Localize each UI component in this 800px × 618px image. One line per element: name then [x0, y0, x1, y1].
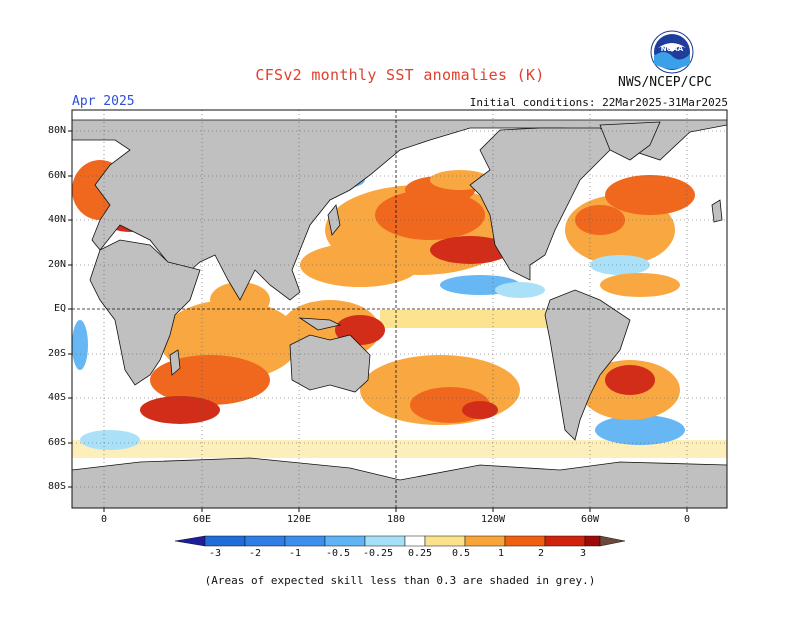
colorbar-cell	[504, 535, 546, 547]
colorbar-cell	[204, 535, 246, 547]
lat-tick: 80S	[47, 481, 66, 492]
lat-tick: 40N	[47, 214, 66, 225]
colorbar-label: 3	[579, 548, 587, 559]
colorbar-cell	[284, 535, 326, 547]
colorbar-cell	[244, 535, 286, 547]
lon-tick: 60E	[192, 514, 212, 525]
lat-tick: 20S	[47, 348, 66, 359]
initial-conditions: Initial conditions: 22Mar2025-31Mar2025	[469, 96, 728, 109]
colorbar-cell	[364, 535, 406, 547]
colorbar-cell	[464, 535, 506, 547]
target-month: Apr 2025	[72, 94, 135, 109]
lon-tick: 120W	[480, 514, 506, 525]
skill-footnote: (Areas of expected skill less than 0.3 a…	[204, 574, 596, 587]
lat-tick: 60N	[47, 170, 66, 181]
lon-tick: 120E	[286, 514, 312, 525]
colorbar-cell	[174, 535, 206, 547]
colorbar-label: -0.25	[362, 548, 394, 559]
colorbar-label: -1	[288, 548, 302, 559]
chart-title: CFSv2 monthly SST anomalies (K)	[255, 66, 545, 84]
colorbar-label: 0.25	[407, 548, 433, 559]
colorbar-cell	[584, 535, 601, 547]
lon-tick: 180	[386, 514, 406, 525]
lon-tick: 0	[100, 514, 108, 525]
colorbar-cell	[324, 535, 366, 547]
colorbar-cell	[404, 535, 426, 547]
colorbar-label: -0.5	[325, 548, 351, 559]
colorbar-label: 2	[537, 548, 545, 559]
land-masses	[72, 119, 727, 508]
noaa-logo: NOAA	[650, 30, 694, 74]
colorbar	[174, 535, 626, 547]
lat-tick: 80N	[47, 125, 66, 136]
colorbar-label: -2	[248, 548, 262, 559]
lat-tick: 60S	[47, 437, 66, 448]
lat-tick: EQ	[53, 303, 66, 314]
lon-tick: 0	[683, 514, 691, 525]
lon-tick: 60W	[580, 514, 600, 525]
colorbar-cell	[599, 535, 626, 547]
noaa-logo-text: NOAA	[661, 45, 684, 53]
lat-tick: 40S	[47, 392, 66, 403]
colorbar-label: -3	[208, 548, 222, 559]
organization-label: NWS/NCEP/CPC	[618, 75, 712, 90]
colorbar-cell	[544, 535, 586, 547]
colorbar-cell	[424, 535, 466, 547]
equator-dateline	[72, 110, 727, 508]
colorbar-label: 1	[497, 548, 505, 559]
lat-tick: 20N	[47, 259, 66, 270]
colorbar-label: 0.5	[451, 548, 471, 559]
